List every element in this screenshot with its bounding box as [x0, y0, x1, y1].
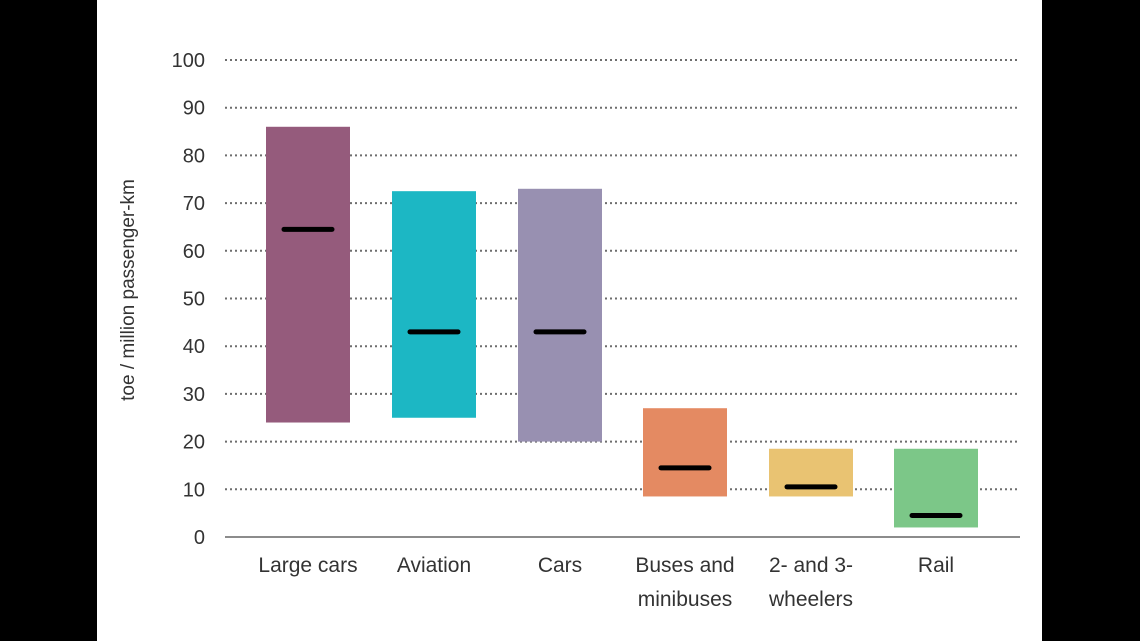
x-category-label: Rail: [918, 554, 954, 577]
range-bar: [392, 191, 476, 418]
y-tick-label: 20: [183, 432, 205, 454]
range-bars: [266, 126, 978, 528]
y-axis-label: toe / million passenger-km: [118, 179, 139, 401]
range-bar: [518, 188, 602, 442]
y-tick-label: 10: [183, 479, 205, 501]
y-tick-label: 70: [183, 193, 205, 215]
chart-area: 0 10 20 30 40 50 60 70 80 90 100 Large cars Aviatio…: [97, 0, 1042, 641]
x-category-label: Aviation: [397, 554, 471, 577]
y-tick-label: 50: [183, 289, 205, 311]
range-bar: [266, 126, 350, 423]
x-category-label: Large cars: [258, 554, 357, 577]
y-tick-label: 40: [183, 336, 205, 358]
y-tick-label: 30: [183, 384, 205, 406]
y-tick-label: 90: [183, 98, 205, 120]
range-bar: [643, 408, 727, 497]
x-category-label: Buses and: [635, 554, 734, 577]
range-chart: 0 10 20 30 40 50 60 70 80 90 100 Large cars Aviatio…: [118, 50, 1020, 611]
x-axis-labels: Large cars Aviation Cars Buses and minibuses…: [258, 554, 954, 611]
median-markers: [281, 226, 963, 519]
x-category-label: Cars: [538, 554, 582, 577]
y-tick-label: 60: [183, 241, 205, 263]
y-tick-label: 0: [194, 527, 205, 549]
y-tick-label: 100: [172, 50, 205, 72]
x-category-label: wheelers: [768, 588, 853, 611]
y-axis-ticks: 0 10 20 30 40 50 60 70 80 90 100: [172, 50, 205, 549]
x-category-label: minibuses: [638, 588, 733, 611]
x-category-label: 2- and 3-: [769, 554, 853, 577]
y-tick-label: 80: [183, 145, 205, 167]
